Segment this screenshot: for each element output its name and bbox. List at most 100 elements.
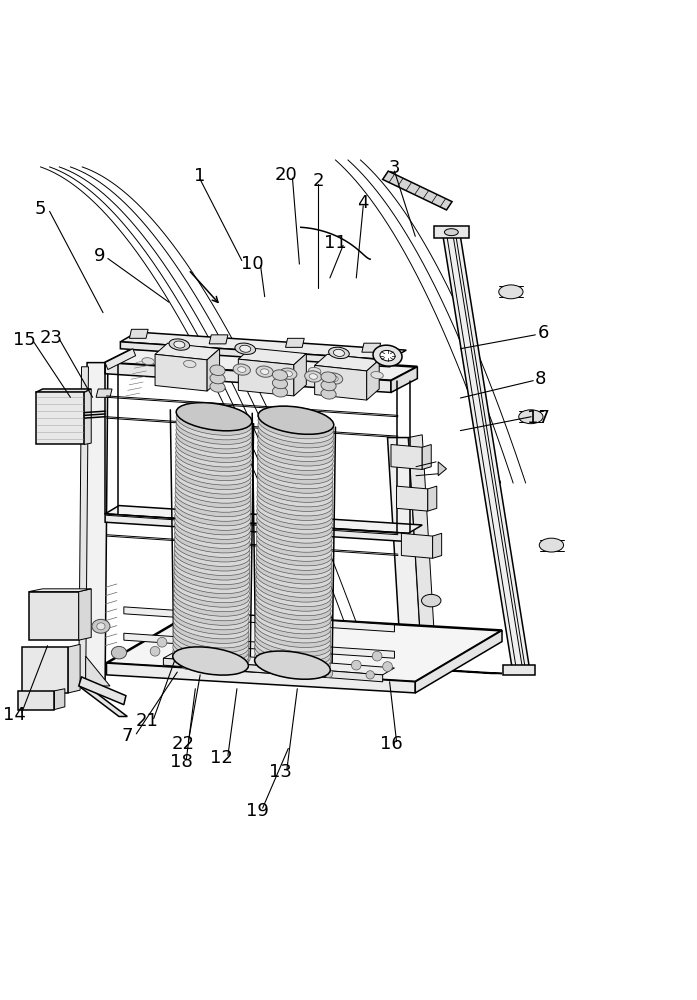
Polygon shape bbox=[79, 686, 128, 716]
Ellipse shape bbox=[175, 507, 250, 535]
Polygon shape bbox=[105, 349, 418, 381]
Ellipse shape bbox=[256, 510, 332, 539]
Text: 21: 21 bbox=[135, 712, 158, 730]
Polygon shape bbox=[107, 663, 415, 693]
Ellipse shape bbox=[176, 403, 252, 431]
Polygon shape bbox=[155, 354, 207, 391]
Ellipse shape bbox=[273, 370, 288, 380]
Polygon shape bbox=[36, 392, 84, 444]
Ellipse shape bbox=[256, 506, 332, 534]
Ellipse shape bbox=[174, 547, 250, 576]
Ellipse shape bbox=[255, 624, 330, 652]
Ellipse shape bbox=[257, 465, 333, 493]
Ellipse shape bbox=[254, 651, 330, 679]
Ellipse shape bbox=[256, 501, 332, 530]
Ellipse shape bbox=[174, 529, 250, 557]
Polygon shape bbox=[383, 171, 452, 210]
Polygon shape bbox=[401, 533, 433, 558]
Ellipse shape bbox=[176, 448, 251, 476]
Polygon shape bbox=[434, 226, 468, 238]
Ellipse shape bbox=[175, 498, 250, 526]
Ellipse shape bbox=[174, 593, 250, 621]
Ellipse shape bbox=[256, 542, 332, 570]
Polygon shape bbox=[207, 349, 220, 391]
Ellipse shape bbox=[258, 429, 333, 457]
Text: 18: 18 bbox=[170, 753, 193, 771]
Ellipse shape bbox=[256, 366, 273, 377]
Polygon shape bbox=[79, 589, 91, 640]
Polygon shape bbox=[438, 462, 447, 476]
Ellipse shape bbox=[256, 578, 331, 607]
Ellipse shape bbox=[256, 574, 331, 602]
Ellipse shape bbox=[173, 638, 249, 666]
Ellipse shape bbox=[97, 623, 105, 630]
Ellipse shape bbox=[257, 470, 333, 498]
Polygon shape bbox=[124, 633, 395, 658]
Ellipse shape bbox=[284, 371, 293, 377]
Ellipse shape bbox=[175, 470, 251, 499]
Polygon shape bbox=[163, 658, 383, 682]
Ellipse shape bbox=[210, 373, 225, 384]
Ellipse shape bbox=[258, 411, 334, 439]
Ellipse shape bbox=[233, 364, 250, 375]
Polygon shape bbox=[238, 359, 294, 396]
Polygon shape bbox=[105, 349, 136, 370]
Ellipse shape bbox=[183, 360, 196, 368]
Text: 20: 20 bbox=[274, 166, 297, 184]
Text: 17: 17 bbox=[527, 409, 549, 427]
Polygon shape bbox=[84, 389, 91, 444]
Ellipse shape bbox=[176, 452, 251, 481]
Polygon shape bbox=[286, 338, 305, 347]
Polygon shape bbox=[121, 342, 390, 367]
Polygon shape bbox=[401, 668, 502, 673]
Ellipse shape bbox=[255, 619, 331, 647]
Ellipse shape bbox=[256, 515, 332, 543]
Polygon shape bbox=[408, 435, 436, 668]
Circle shape bbox=[383, 662, 392, 671]
Ellipse shape bbox=[255, 597, 331, 625]
Circle shape bbox=[157, 637, 167, 647]
Ellipse shape bbox=[255, 615, 331, 643]
Text: 19: 19 bbox=[246, 802, 269, 820]
Text: 1: 1 bbox=[194, 167, 206, 185]
Ellipse shape bbox=[174, 565, 250, 594]
Polygon shape bbox=[121, 332, 406, 360]
Text: 7: 7 bbox=[121, 727, 133, 745]
Text: 15: 15 bbox=[13, 331, 36, 349]
Ellipse shape bbox=[258, 415, 334, 443]
Text: 14: 14 bbox=[3, 706, 26, 724]
Polygon shape bbox=[105, 506, 422, 533]
Ellipse shape bbox=[273, 386, 288, 397]
Ellipse shape bbox=[257, 451, 333, 480]
Polygon shape bbox=[22, 647, 68, 693]
Text: 16: 16 bbox=[380, 735, 402, 753]
Ellipse shape bbox=[380, 350, 395, 361]
Ellipse shape bbox=[176, 421, 252, 449]
Ellipse shape bbox=[325, 373, 343, 384]
Ellipse shape bbox=[256, 551, 332, 579]
Ellipse shape bbox=[175, 475, 251, 503]
Polygon shape bbox=[124, 607, 395, 632]
Text: 3: 3 bbox=[389, 159, 400, 177]
Ellipse shape bbox=[173, 620, 249, 648]
Polygon shape bbox=[397, 486, 428, 511]
Ellipse shape bbox=[240, 345, 251, 352]
Ellipse shape bbox=[279, 368, 297, 379]
Ellipse shape bbox=[256, 569, 332, 598]
Polygon shape bbox=[367, 360, 379, 400]
Ellipse shape bbox=[333, 349, 344, 356]
Ellipse shape bbox=[255, 637, 330, 666]
Ellipse shape bbox=[175, 480, 251, 508]
Polygon shape bbox=[428, 486, 437, 511]
Polygon shape bbox=[163, 651, 395, 675]
Ellipse shape bbox=[174, 556, 250, 585]
Ellipse shape bbox=[258, 442, 333, 471]
Circle shape bbox=[276, 667, 284, 675]
Polygon shape bbox=[54, 689, 65, 710]
Polygon shape bbox=[17, 691, 54, 710]
Ellipse shape bbox=[257, 479, 332, 507]
Text: 12: 12 bbox=[210, 749, 232, 767]
Ellipse shape bbox=[210, 365, 225, 376]
Ellipse shape bbox=[176, 439, 252, 467]
Ellipse shape bbox=[258, 433, 333, 462]
